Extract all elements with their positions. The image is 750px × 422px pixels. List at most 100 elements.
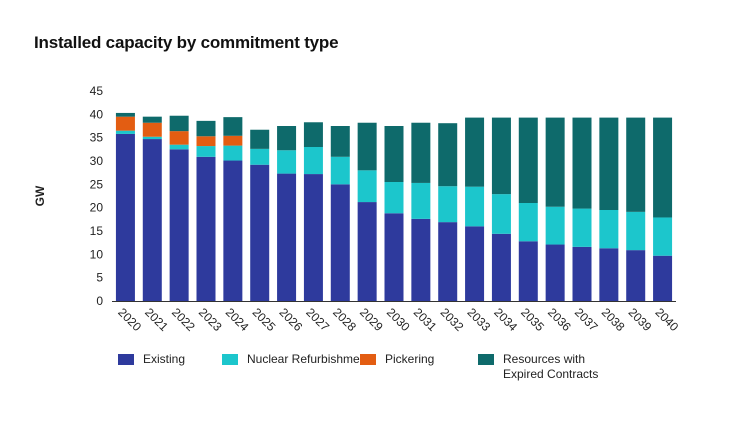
y-tick-label: 25 [90,177,104,191]
bar-segment-nuclear-refurbishment-2035 [518,203,538,242]
y-tick-label: 0 [96,294,103,308]
y-tick-label: 35 [90,131,104,145]
bar-segment-nuclear-refurbishment-2025 [250,148,270,165]
x-tick-label: 2032 [438,305,467,334]
bar-segment-resources-with-2029 [357,122,377,171]
bar-segment-existing-2035 [518,241,538,301]
bar-segment-resources-with-2036 [545,117,565,207]
x-tick-label: 2026 [276,305,305,334]
bar-segment-nuclear-refurbishment-2028 [330,156,350,185]
bar-segment-existing-2036 [545,244,565,301]
x-tick-label: 2027 [303,305,332,334]
bar-stack-2027 [303,122,323,301]
x-tick-label: 2039 [626,305,655,334]
x-tick-label: 2029 [357,305,386,334]
bar-segment-resources-with-2030 [384,126,404,182]
legend-item-expired-contracts: Resources with Expired Contracts [478,352,598,382]
bar-stack-2028 [330,126,350,301]
y-tick-label: 40 [90,107,104,121]
bar-segment-nuclear-refurbishment-2032 [438,186,458,223]
bar-segment-existing-2024 [223,160,243,301]
bar-segment-existing-2032 [438,222,458,301]
x-tick-label: 2040 [652,305,681,334]
bar-stack-2020 [115,112,135,301]
bar-segment-existing-2020 [115,133,135,301]
bar-segment-resources-with-2037 [572,117,592,209]
legend-label-pickering: Pickering [385,352,435,366]
x-tick-label: 2025 [250,305,279,334]
x-tick-label: 2038 [599,305,628,334]
bar-segment-existing-2026 [277,173,297,301]
bar-segment-existing-2033 [465,226,485,301]
bar-segment-resources-with-2022 [169,115,189,132]
y-tick-label: 5 [96,271,103,285]
bar-stack-2035 [518,117,538,301]
legend-swatch-existing [118,354,134,365]
x-tick-label: 2035 [518,305,547,334]
bar-segment-nuclear-refurbishment-2037 [572,208,592,247]
bar-segment-nuclear-refurbishment-2033 [465,186,485,227]
bar-segment-existing-2025 [250,164,270,301]
x-tick-label: 2024 [223,305,252,334]
bar-segment-pickering-2022 [169,131,189,145]
bar-segment-nuclear-refurbishment-2020 [115,130,135,134]
legend-label-nuclear-refurbishment: Nuclear Refurbishment [247,352,370,366]
legend-label-expired-contracts: Resources with Expired Contracts [503,352,599,381]
legend-swatch-pickering [360,354,376,365]
bar-stack-2032 [438,123,458,301]
legend-label-existing: Existing [143,352,186,366]
bar-stack-2039 [626,117,646,301]
bar-stack-2022 [169,115,189,301]
bar-segment-nuclear-refurbishment-2029 [357,170,377,203]
bar-segment-resources-with-2032 [438,123,458,187]
bar-segment-resources-with-2028 [330,126,350,157]
bar-stack-2038 [599,117,619,301]
bar-segment-nuclear-refurbishment-2039 [626,211,646,251]
x-tick-label: 2034 [491,305,520,334]
bar-segment-resources-with-2040 [653,117,673,218]
chart-title: Installed capacity by commitment type [34,33,339,52]
bar-segment-existing-2023 [196,156,216,301]
bar-segment-existing-2030 [384,213,404,301]
x-tick-label: 2036 [545,305,574,334]
bar-segment-nuclear-refurbishment-2026 [277,150,297,174]
bar-segment-nuclear-refurbishment-2036 [545,206,565,245]
bar-segment-nuclear-refurbishment-2038 [599,210,619,249]
bar-segment-resources-with-2027 [303,122,323,147]
bar-segment-nuclear-refurbishment-2034 [491,194,511,234]
x-tick-label: 2037 [572,305,601,334]
bar-segment-resources-with-2020 [115,112,135,117]
y-tick-label: 45 [90,84,104,98]
bar-segment-nuclear-refurbishment-2022 [169,144,189,150]
bar-segment-pickering-2024 [223,135,243,146]
bar-segment-nuclear-refurbishment-2040 [653,217,673,256]
bar-stack-2040 [653,117,673,301]
bar-segment-resources-with-2035 [518,117,538,203]
bar-segment-nuclear-refurbishment-2021 [142,136,162,140]
bar-segment-existing-2028 [330,184,350,301]
bar-segment-resources-with-2025 [250,129,270,149]
x-axis: 2020202120222023202420252026202720282029… [112,301,681,334]
legend-item-nuclear-refurbishment: Nuclear Refurbishment [222,352,370,367]
bar-segment-existing-2022 [169,149,189,301]
legend-item-pickering: Pickering [360,352,434,367]
bar-segment-existing-2021 [142,139,162,301]
bar-segment-existing-2037 [572,246,592,301]
bar-stack-2023 [196,120,216,301]
bar-stacks [115,112,673,301]
y-tick-label: 20 [90,201,104,215]
bar-stack-2034 [491,117,511,301]
y-axis: 0 5 10 15 20 25 30 35 40 45 [90,84,104,308]
bar-segment-nuclear-refurbishment-2030 [384,182,404,214]
x-tick-label: 2030 [384,305,413,334]
bar-stack-2031 [411,122,431,301]
bar-segment-resources-with-2021 [142,116,162,123]
bar-segment-resources-with-2039 [626,117,646,212]
bar-stack-2024 [223,117,243,301]
bar-segment-resources-with-2033 [465,117,485,187]
x-tick-label: 2022 [169,305,198,334]
bar-segment-nuclear-refurbishment-2031 [411,182,431,219]
bar-segment-nuclear-refurbishment-2027 [303,147,323,175]
bar-stack-2030 [384,126,404,301]
